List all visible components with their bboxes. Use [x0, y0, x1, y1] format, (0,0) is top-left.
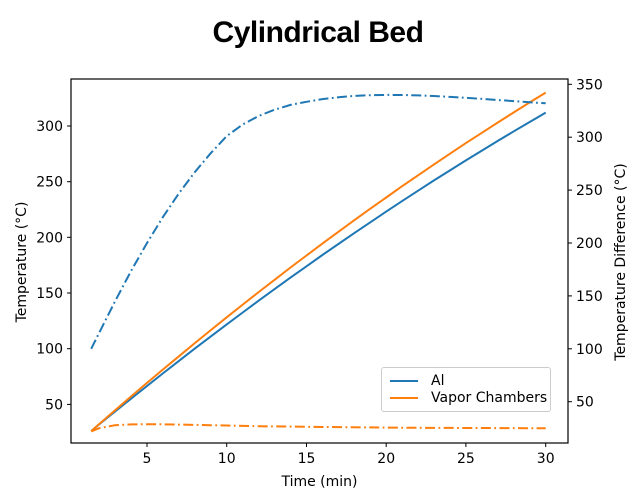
svg-text:30: 30	[537, 451, 555, 467]
svg-text:50: 50	[576, 395, 594, 411]
chart-title: Cylindrical Bed	[212, 16, 424, 49]
legend-label-al: Al	[431, 372, 445, 389]
legend-label-vapor-chambers: Vapor Chambers	[431, 390, 548, 407]
svg-text:200: 200	[576, 236, 603, 252]
x-axis-label: Time (min)	[281, 474, 358, 490]
svg-text:100: 100	[36, 342, 63, 358]
svg-text:350: 350	[576, 77, 603, 93]
legend-line-al	[390, 379, 418, 382]
svg-text:10: 10	[218, 451, 236, 467]
svg-text:5: 5	[143, 451, 152, 467]
svg-text:300: 300	[36, 119, 63, 135]
svg-text:250: 250	[36, 175, 63, 191]
svg-text:150: 150	[36, 286, 63, 302]
svg-text:20: 20	[377, 451, 395, 467]
svg-text:250: 250	[576, 183, 603, 199]
legend-entry-al: Al	[390, 372, 542, 390]
y-axis-label-left: Temperature (°C)	[14, 201, 30, 323]
svg-text:25: 25	[457, 451, 475, 467]
svg-text:15: 15	[298, 451, 316, 467]
svg-text:300: 300	[576, 130, 603, 146]
y-axis-label-right: Temperature Difference (°C)	[613, 163, 629, 361]
legend-entry-vapor-chambers: Vapor Chambers	[390, 390, 547, 408]
svg-text:200: 200	[36, 230, 63, 246]
svg-text:150: 150	[576, 289, 603, 305]
svg-text:100: 100	[576, 342, 603, 358]
legend-line-vapor-chambers	[390, 397, 418, 400]
legend: Al Vapor Chambers	[381, 367, 551, 412]
svg-text:50: 50	[45, 397, 63, 413]
